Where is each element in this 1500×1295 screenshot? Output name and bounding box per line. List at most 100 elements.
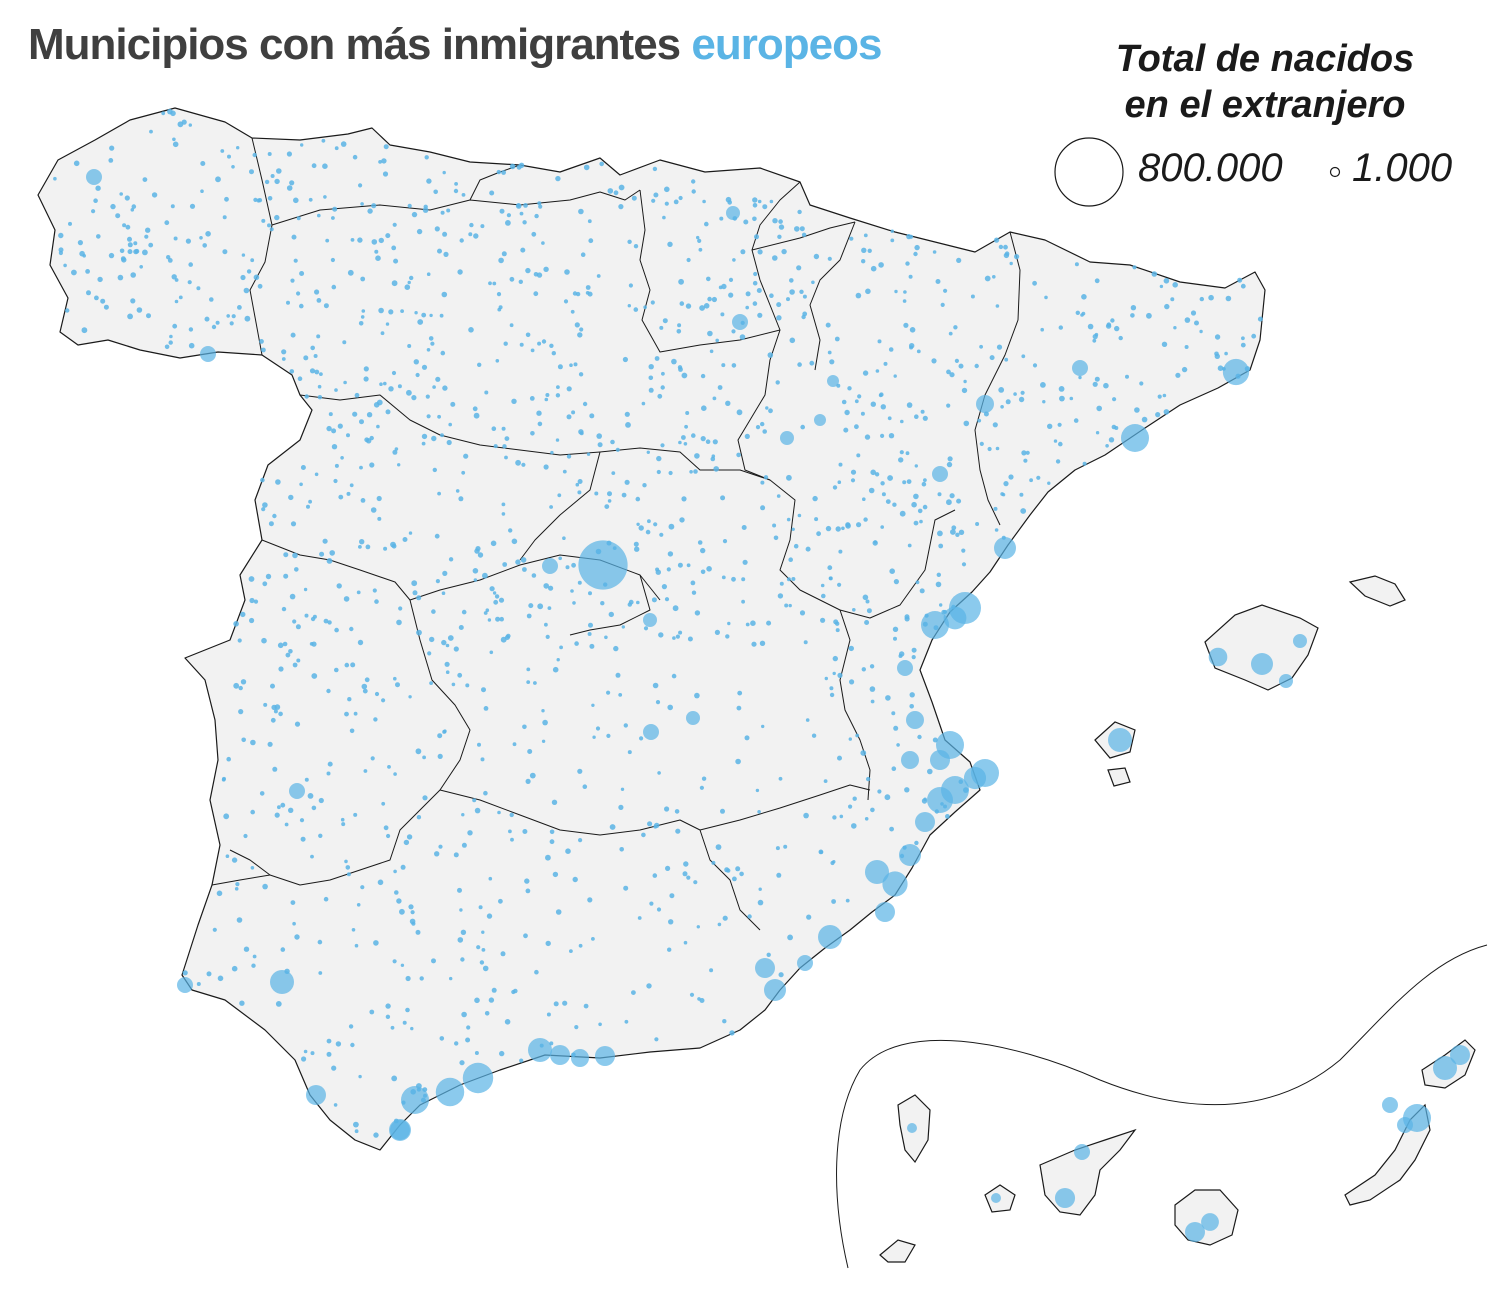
municipality-dot (673, 199, 679, 205)
municipality-dot (375, 255, 381, 261)
municipality-dot (483, 706, 489, 711)
municipality-dot (96, 234, 101, 239)
municipality-dot (621, 492, 627, 498)
municipality-dot (655, 567, 660, 572)
municipality-dot (359, 465, 363, 470)
municipality-dot (1055, 459, 1061, 464)
municipality-dot (227, 154, 231, 159)
municipality-dot (639, 736, 644, 741)
municipality-dot (391, 543, 397, 549)
municipality-dot (402, 537, 408, 542)
municipality-dot (745, 305, 749, 310)
municipality-dot (544, 397, 549, 402)
municipality-dot (794, 226, 800, 232)
municipality-dot (662, 215, 666, 220)
municipality-dot (725, 634, 730, 639)
municipality-dot (950, 529, 956, 535)
municipality-dot (498, 257, 504, 264)
municipality-dot (318, 833, 323, 838)
municipality-dot (437, 733, 443, 739)
municipality-dot (1053, 439, 1058, 443)
municipality-dot (825, 322, 831, 328)
municipality-dot (205, 231, 211, 237)
municipality-dot (81, 327, 88, 334)
municipality-dot (338, 494, 344, 500)
municipality-dot (683, 940, 688, 945)
municipality-dot (1161, 341, 1168, 347)
municipality-dot (465, 683, 470, 688)
municipality-dot (374, 249, 379, 254)
municipality-dot (776, 494, 781, 498)
municipality-dot (419, 976, 424, 981)
municipality-dot (760, 421, 765, 427)
municipality-dot (805, 546, 811, 552)
municipality-dot (348, 1024, 354, 1029)
municipality-dot (974, 363, 979, 369)
municipality-dot (687, 636, 693, 642)
municipality-dot (829, 359, 835, 365)
municipality-dot (504, 455, 508, 460)
bubble-torrevieja (864, 859, 890, 885)
municipality-dot (525, 778, 531, 785)
municipality-dot (412, 590, 418, 596)
municipality-dot (459, 238, 464, 243)
municipality-dot (274, 214, 280, 221)
municipality-dot (407, 203, 412, 208)
municipality-dot (594, 491, 599, 496)
municipality-dot (385, 1014, 391, 1019)
municipality-dot (537, 603, 544, 610)
municipality-dot (270, 174, 275, 178)
municipality-dot (299, 271, 305, 276)
bubble-cluster-46 (732, 314, 748, 330)
municipality-dot (854, 399, 859, 404)
municipality-dot (122, 223, 127, 228)
municipality-dot (166, 255, 171, 260)
municipality-dot (637, 916, 642, 920)
municipality-dot (643, 626, 649, 631)
municipality-dot (744, 735, 750, 741)
municipality-dot (353, 812, 358, 817)
municipality-dot (791, 527, 795, 531)
municipality-dot (1208, 294, 1214, 301)
municipality-dot (361, 309, 366, 313)
municipality-dot (520, 247, 526, 253)
municipality-dot (472, 406, 478, 412)
municipality-dot (717, 922, 722, 927)
legend-title-line1: Total de nacidos (1115, 38, 1415, 80)
municipality-dot (888, 433, 895, 439)
bubble-cluster-14 (899, 844, 921, 866)
municipality-dot (172, 137, 176, 142)
municipality-dot (465, 1037, 471, 1043)
legend-small-label: 1.000 (1352, 146, 1453, 190)
municipality-dot (252, 954, 257, 959)
map-title-prefix: Municipios con más inmigrantes (28, 20, 681, 69)
municipality-dot (406, 389, 412, 396)
municipality-dot (935, 279, 941, 284)
municipality-dot (583, 164, 590, 171)
municipality-dot (618, 804, 624, 811)
municipality-dot (570, 589, 574, 593)
municipality-dot (752, 197, 758, 203)
municipality-dot (243, 946, 250, 952)
municipality-dot (1094, 278, 1100, 284)
municipality-dot (437, 414, 441, 419)
municipality-dot (431, 958, 436, 964)
municipality-dot (709, 349, 714, 354)
municipality-dot (359, 539, 365, 545)
municipality-dot (231, 314, 236, 319)
municipality-dot (710, 456, 716, 462)
municipality-dot (650, 300, 655, 305)
municipality-dot (303, 355, 309, 361)
municipality-dot (447, 635, 454, 641)
municipality-dot (331, 1065, 337, 1071)
municipality-dot (454, 1041, 459, 1046)
municipality-dot (732, 258, 736, 262)
municipality-dot (641, 832, 646, 838)
municipality-dot (526, 680, 531, 684)
municipality-dot (678, 440, 682, 445)
municipality-dot (281, 349, 287, 355)
municipality-dot (267, 223, 271, 228)
municipality-dot (870, 807, 875, 813)
municipality-dot (661, 371, 665, 376)
municipality-dot (288, 649, 293, 654)
